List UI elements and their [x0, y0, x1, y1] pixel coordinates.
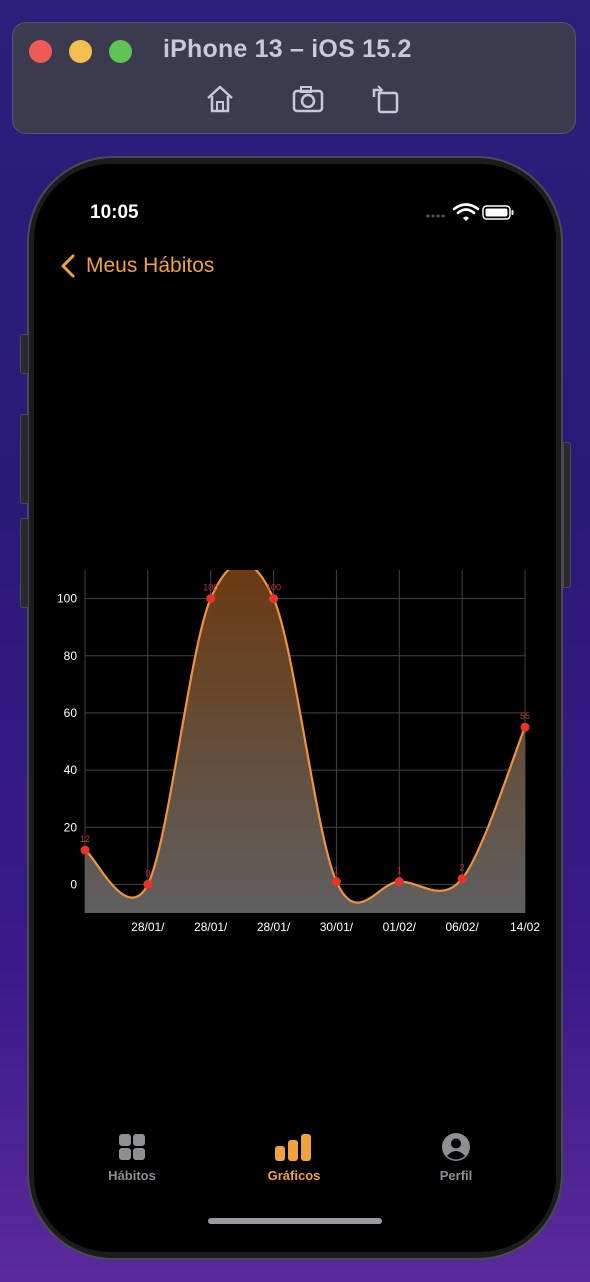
zoom-window-button[interactable] [109, 40, 132, 63]
tab-perfil[interactable]: Perfil [396, 1132, 516, 1183]
rotate-icon[interactable] [369, 83, 403, 115]
home-indicator [208, 1218, 382, 1224]
y-tick-label: 40 [64, 763, 78, 777]
data-label: 55 [520, 711, 530, 721]
status-time: 10:05 [90, 202, 139, 223]
screenshot-icon[interactable] [291, 83, 325, 115]
data-label: 0 [145, 868, 150, 878]
data-point [394, 877, 404, 887]
mute-switch [20, 334, 29, 374]
data-label: 12 [80, 834, 90, 844]
tab-habitos[interactable]: Hábitos [72, 1132, 192, 1183]
x-tick-label: 30/01/ [320, 920, 354, 934]
chart-area [85, 570, 525, 913]
x-axis-ticks: 28/01/28/01/28/01/30/01/01/02/06/02/14/0… [131, 920, 540, 934]
back-button-label: Meus Hábitos [86, 254, 215, 277]
person-icon [442, 1133, 470, 1161]
y-tick-label: 0 [70, 877, 77, 891]
tab-bar: Hábitos Gráficos Perfil [34, 1132, 556, 1192]
wifi-icon [452, 203, 480, 221]
y-tick-label: 60 [64, 706, 78, 720]
simulator-toolbar: iPhone 13 – iOS 15.2 [12, 22, 576, 134]
data-point [206, 594, 216, 604]
y-tick-label: 100 [57, 592, 77, 606]
tab-perfil-label: Perfil [439, 1168, 473, 1183]
data-point [143, 879, 153, 889]
data-point [269, 594, 279, 604]
data-point [331, 877, 341, 887]
cellular-icon [426, 214, 445, 218]
chevron-left-icon [61, 254, 75, 278]
y-axis-ticks: 0 20 40 60 80 100 [57, 592, 77, 892]
volume-up-button [20, 414, 29, 504]
status-icons [426, 202, 516, 222]
phone-screen: 10:05 Meus Hábitos [34, 164, 556, 1252]
close-window-button[interactable] [29, 40, 52, 63]
tab-habitos-label: Hábitos [108, 1168, 156, 1183]
simulator-title: iPhone 13 – iOS 15.2 [163, 35, 412, 63]
data-point [80, 845, 90, 855]
x-tick-label: 06/02/ [445, 920, 479, 934]
battery-icon [482, 205, 514, 220]
data-point [520, 722, 530, 732]
x-tick-label: 01/02/ [383, 920, 417, 934]
x-tick-label: 14/02 [510, 920, 540, 934]
data-point [457, 874, 467, 884]
data-label: 100 [203, 583, 218, 593]
home-icon[interactable] [203, 83, 237, 115]
data-label: 1 [334, 866, 339, 876]
y-tick-label: 80 [64, 649, 78, 663]
power-button [563, 442, 571, 588]
volume-down-button [20, 518, 29, 608]
grid-icon [119, 1134, 145, 1160]
data-label: 2 [460, 863, 465, 873]
x-tick-label: 28/01/ [131, 920, 165, 934]
tab-graficos[interactable]: Gráficos [234, 1132, 354, 1183]
x-tick-label: 28/01/ [194, 920, 228, 934]
minimize-window-button[interactable] [69, 40, 92, 63]
bar-chart-icon [275, 1134, 311, 1161]
chart-series-line [85, 570, 525, 904]
tab-graficos-label: Gráficos [267, 1168, 321, 1183]
y-tick-label: 20 [64, 820, 78, 834]
data-label: 100 [266, 583, 281, 593]
data-label: 1 [397, 866, 402, 876]
back-button[interactable]: Meus Hábitos [60, 254, 214, 278]
x-tick-label: 28/01/ [257, 920, 291, 934]
